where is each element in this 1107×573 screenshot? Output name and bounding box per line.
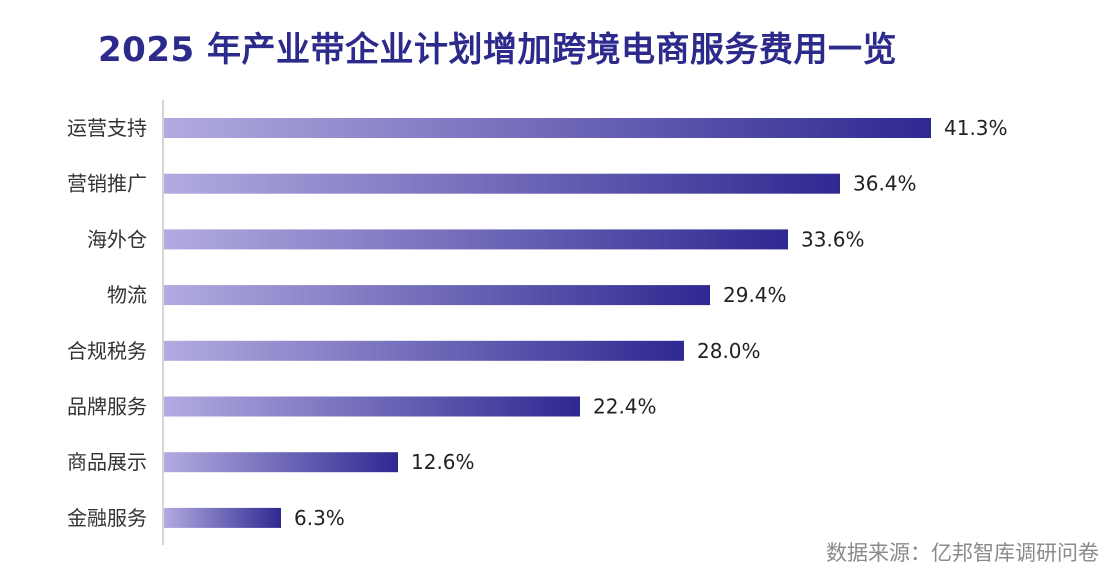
data-source-note: 数据来源：亿邦智库调研问卷 bbox=[826, 541, 1099, 565]
category-label: 海外仓 bbox=[87, 227, 147, 251]
value-label: 22.4% bbox=[593, 395, 657, 419]
bar bbox=[164, 507, 281, 528]
value-label: 36.4% bbox=[853, 172, 917, 196]
bar bbox=[164, 285, 710, 306]
value-label: 12.6% bbox=[411, 450, 475, 474]
bar bbox=[164, 340, 684, 361]
value-label: 28.0% bbox=[697, 339, 761, 363]
value-label: 33.6% bbox=[801, 227, 865, 251]
category-label: 物流 bbox=[107, 283, 147, 307]
category-label: 运营支持 bbox=[67, 116, 147, 140]
category-label: 商品展示 bbox=[67, 450, 147, 474]
value-label: 29.4% bbox=[723, 283, 787, 307]
bar bbox=[164, 173, 840, 194]
category-label: 合规税务 bbox=[67, 339, 147, 363]
value-label: 6.3% bbox=[294, 506, 345, 530]
category-label: 金融服务 bbox=[67, 506, 147, 530]
category-label: 品牌服务 bbox=[67, 395, 147, 419]
bar bbox=[164, 396, 580, 417]
bar bbox=[164, 229, 788, 250]
bar bbox=[164, 452, 398, 473]
bar bbox=[164, 118, 931, 138]
category-label: 营销推广 bbox=[67, 172, 147, 196]
chart-title: 2025 年产业带企业计划增加跨境电商服务费用一览 bbox=[98, 30, 897, 70]
value-label: 41.3% bbox=[944, 116, 1008, 140]
